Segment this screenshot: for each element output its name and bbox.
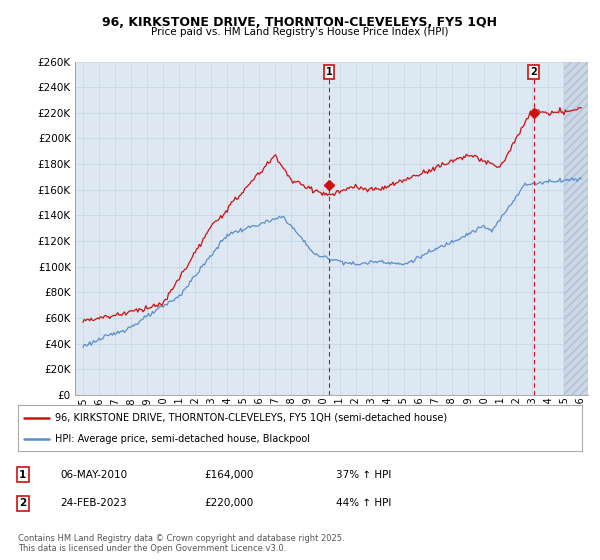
Text: 1: 1	[19, 470, 26, 480]
Text: Price paid vs. HM Land Registry's House Price Index (HPI): Price paid vs. HM Land Registry's House …	[151, 27, 449, 37]
Text: 06-MAY-2010: 06-MAY-2010	[60, 470, 127, 480]
Text: £220,000: £220,000	[204, 498, 253, 508]
Text: 96, KIRKSTONE DRIVE, THORNTON-CLEVELEYS, FY5 1QH: 96, KIRKSTONE DRIVE, THORNTON-CLEVELEYS,…	[103, 16, 497, 29]
Text: Contains HM Land Registry data © Crown copyright and database right 2025.
This d: Contains HM Land Registry data © Crown c…	[18, 534, 344, 553]
Text: 1: 1	[326, 67, 332, 77]
Text: 44% ↑ HPI: 44% ↑ HPI	[336, 498, 391, 508]
Text: 24-FEB-2023: 24-FEB-2023	[60, 498, 127, 508]
Text: 2: 2	[530, 67, 537, 77]
Text: 2: 2	[19, 498, 26, 508]
Text: HPI: Average price, semi-detached house, Blackpool: HPI: Average price, semi-detached house,…	[55, 435, 310, 444]
Text: 37% ↑ HPI: 37% ↑ HPI	[336, 470, 391, 480]
Text: £164,000: £164,000	[204, 470, 253, 480]
Text: 96, KIRKSTONE DRIVE, THORNTON-CLEVELEYS, FY5 1QH (semi-detached house): 96, KIRKSTONE DRIVE, THORNTON-CLEVELEYS,…	[55, 413, 447, 423]
